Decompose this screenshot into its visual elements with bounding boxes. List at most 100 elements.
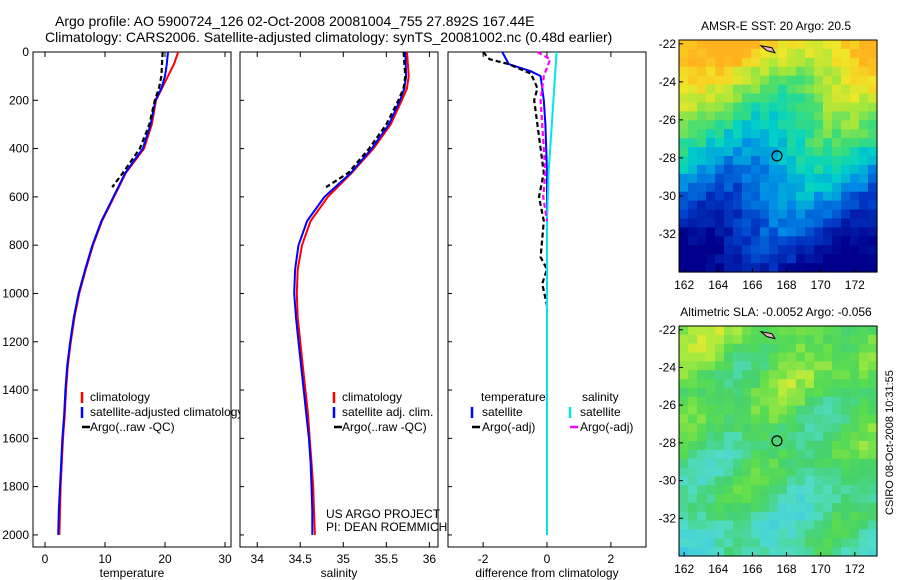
- map-cell: [715, 218, 725, 228]
- map-cell: [751, 182, 761, 193]
- map-cell: [814, 40, 824, 50]
- map-cell: [832, 538, 842, 548]
- map-cell: [850, 48, 860, 59]
- map-cell: [868, 485, 878, 495]
- map-cell: [760, 387, 770, 398]
- map-cell: [760, 156, 770, 166]
- map-cell: [778, 75, 788, 86]
- map-cell: [868, 326, 878, 336]
- map-cell: [850, 370, 860, 380]
- map-cell: [778, 263, 788, 273]
- map-cell: [733, 57, 743, 68]
- map-cell: [823, 48, 833, 59]
- map-cell: [697, 352, 707, 362]
- map-cell: [715, 370, 725, 380]
- map-cell: [832, 387, 842, 398]
- map-cell: [715, 164, 725, 175]
- map-cell: [751, 396, 761, 407]
- map-cell: [841, 423, 851, 433]
- map-cell: [688, 520, 698, 531]
- map-cell: [760, 502, 770, 513]
- map-cell: [823, 164, 833, 175]
- map-cell: [823, 182, 833, 193]
- map-cell: [760, 405, 770, 416]
- map-cell: [760, 494, 770, 504]
- map-cell: [688, 102, 698, 112]
- map-cell: [850, 102, 860, 112]
- map-cell: [751, 164, 761, 175]
- map-cell: [706, 520, 716, 531]
- map-cell: [859, 200, 869, 211]
- map-cell: [805, 396, 815, 407]
- map-cell: [688, 84, 698, 95]
- map-cell: [751, 529, 761, 539]
- map-cell: [814, 182, 824, 193]
- map-cell: [814, 361, 824, 371]
- map-cell: [706, 75, 716, 86]
- map-cell: [742, 352, 752, 362]
- map-cell: [706, 102, 716, 112]
- map-cell: [850, 200, 860, 211]
- map-y-tick-label: -30: [659, 189, 677, 203]
- map-cell: [697, 75, 707, 86]
- map-cell: [778, 529, 788, 539]
- map-x-tick-label: 164: [708, 278, 728, 292]
- map-cell: [796, 494, 806, 504]
- map-cell: [796, 529, 806, 539]
- map-cell: [733, 326, 743, 336]
- map-cell: [805, 209, 815, 220]
- map-cell: [841, 93, 851, 104]
- map-cell: [814, 236, 824, 246]
- map-cell: [715, 200, 725, 211]
- x-axis-label: difference from climatology: [475, 566, 618, 580]
- map-cell: [724, 66, 734, 77]
- map-cell: [697, 441, 707, 451]
- map-cell: [868, 263, 878, 273]
- map-cell: [868, 191, 878, 202]
- map-cell: [868, 40, 878, 50]
- map-cell: [796, 102, 806, 112]
- map-cell: [697, 334, 707, 345]
- map-cell: [769, 476, 779, 486]
- map-cell: [796, 467, 806, 477]
- map-cell: [688, 254, 698, 264]
- map-cell: [760, 334, 770, 345]
- map-cell: [760, 66, 770, 77]
- map-cell: [688, 502, 698, 513]
- map-cell: [778, 449, 788, 460]
- map-cell: [724, 209, 734, 220]
- map-cell: [778, 334, 788, 345]
- map-cell: [697, 423, 707, 433]
- map-cell: [769, 423, 779, 433]
- map-cell: [778, 432, 788, 442]
- map-cell: [742, 120, 752, 130]
- map-cell: [679, 156, 689, 166]
- map-cell: [697, 405, 707, 416]
- map-cell: [832, 529, 842, 539]
- map-cell: [787, 173, 797, 184]
- map-cell: [733, 200, 743, 211]
- map-cell: [769, 387, 779, 398]
- map-cell: [706, 538, 716, 548]
- map-cell: [841, 432, 851, 442]
- map-cell: [769, 227, 779, 237]
- map-x-tick-label: 172: [845, 562, 865, 576]
- map-cell: [850, 254, 860, 264]
- map-y-tick-label: -32: [659, 511, 677, 525]
- map-cell: [850, 414, 860, 424]
- map-cell: [733, 84, 743, 95]
- map-cell: [859, 432, 869, 442]
- map-cell: [760, 449, 770, 460]
- map-cell: [814, 218, 824, 228]
- map-cell: [769, 120, 779, 130]
- map-cell: [715, 173, 725, 184]
- map-cell: [868, 547, 878, 557]
- map-cell: [679, 361, 689, 371]
- series-line-argo-raw-qc-: [111, 51, 164, 188]
- map-cell: [850, 494, 860, 504]
- map-cell: [688, 458, 698, 469]
- map-cell: [697, 156, 707, 166]
- map-x-tick-label: 168: [777, 278, 797, 292]
- map-cell: [841, 343, 851, 354]
- map-cell: [715, 547, 725, 557]
